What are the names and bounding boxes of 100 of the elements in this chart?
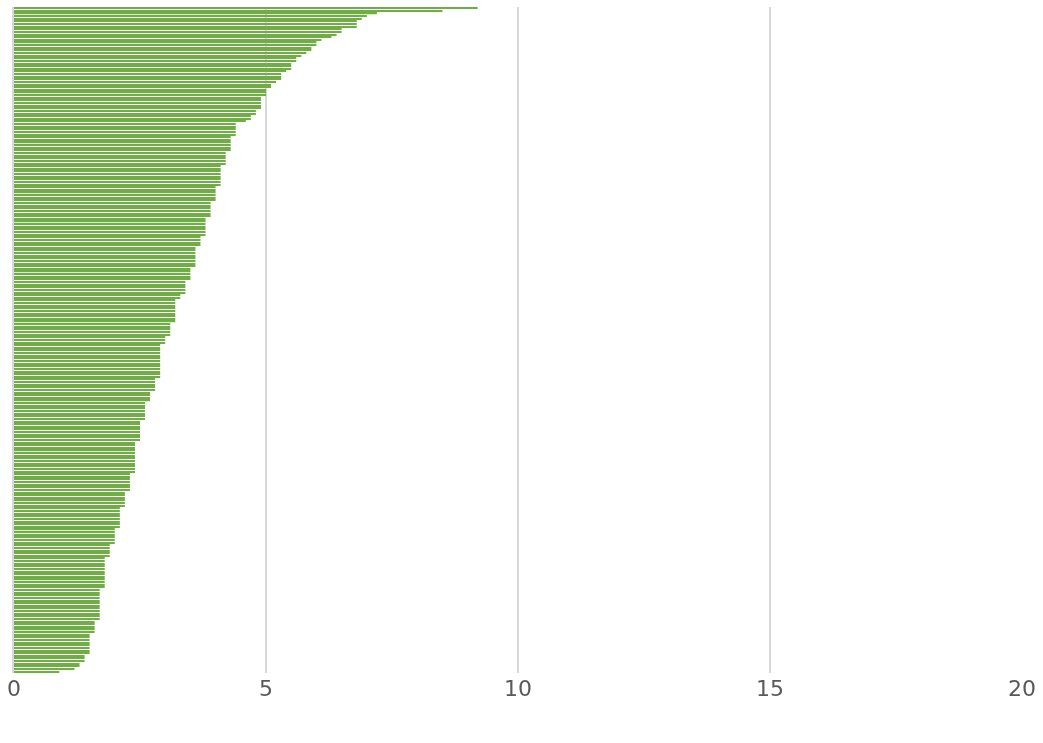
bar [14, 560, 105, 562]
x-tick-label: 10 [504, 676, 532, 701]
bar [14, 586, 105, 589]
bar [14, 147, 231, 149]
bar [14, 665, 80, 668]
bar [14, 349, 161, 352]
bar [14, 297, 181, 299]
bar [14, 610, 100, 612]
bar [14, 605, 100, 607]
bar [14, 405, 146, 407]
bar [14, 194, 216, 196]
bar [14, 170, 221, 173]
bar [14, 292, 186, 294]
bar [14, 471, 135, 473]
bar [14, 234, 206, 236]
bar [14, 260, 196, 262]
bar [14, 460, 135, 462]
bar [14, 334, 171, 336]
bar [14, 176, 221, 178]
bar [14, 139, 231, 141]
bar [14, 381, 156, 383]
bar [14, 118, 251, 120]
bar [14, 581, 105, 583]
bar [14, 410, 146, 412]
bar [14, 160, 226, 162]
bar [14, 302, 176, 304]
bar [14, 23, 357, 25]
bar [14, 455, 135, 457]
bar [14, 318, 176, 320]
bar [14, 44, 317, 46]
bar [14, 342, 166, 344]
bar [14, 99, 261, 102]
bar [14, 378, 156, 381]
x-tick-label: 0 [7, 676, 21, 701]
bar [14, 628, 95, 631]
bar [14, 547, 110, 549]
bar [14, 518, 120, 520]
bar [14, 52, 307, 54]
bar [14, 484, 130, 486]
bar [14, 347, 161, 349]
bar [14, 399, 151, 402]
bar [14, 144, 231, 146]
bar [14, 584, 105, 586]
bar [14, 457, 135, 460]
bar [14, 163, 226, 165]
bar [14, 228, 206, 231]
bar [14, 339, 166, 341]
x-tick-label: 15 [756, 676, 784, 701]
bar [14, 189, 216, 191]
bar [14, 526, 120, 528]
bar [14, 486, 130, 489]
bar [14, 368, 161, 370]
bar [14, 49, 312, 52]
bar [14, 299, 176, 302]
bar [14, 531, 115, 533]
bar [14, 426, 140, 428]
bar [14, 320, 176, 323]
bar [14, 452, 135, 454]
bar [14, 91, 266, 94]
bar [14, 389, 156, 391]
bar [14, 657, 85, 660]
bar [14, 220, 206, 223]
bar [14, 252, 196, 254]
bar [14, 102, 261, 104]
bar [14, 57, 297, 59]
bar [14, 173, 221, 175]
bar [14, 344, 161, 346]
bar [14, 199, 216, 202]
bar [14, 542, 115, 544]
bar [14, 468, 135, 470]
bar [14, 326, 171, 328]
bar [14, 289, 186, 291]
bar [14, 357, 161, 360]
bar [14, 294, 181, 296]
bar [14, 597, 100, 599]
bar [14, 239, 201, 241]
bar [14, 636, 90, 639]
bar [14, 439, 140, 441]
bar [14, 481, 130, 483]
bar [14, 231, 206, 233]
bar [14, 618, 100, 620]
bar [14, 41, 317, 44]
bar [14, 81, 277, 83]
bar [14, 647, 90, 649]
bar [14, 476, 130, 478]
bar [14, 323, 171, 325]
bar [14, 94, 266, 96]
bar [14, 336, 166, 338]
bar [14, 270, 191, 273]
bar [14, 181, 221, 183]
bar [14, 510, 120, 512]
bar [14, 407, 146, 410]
bar [14, 276, 191, 278]
bar [14, 539, 115, 541]
bar [14, 578, 105, 581]
bar [14, 268, 191, 270]
bar [14, 55, 302, 57]
bar [14, 273, 191, 275]
bar [14, 355, 161, 357]
bar [14, 447, 135, 449]
